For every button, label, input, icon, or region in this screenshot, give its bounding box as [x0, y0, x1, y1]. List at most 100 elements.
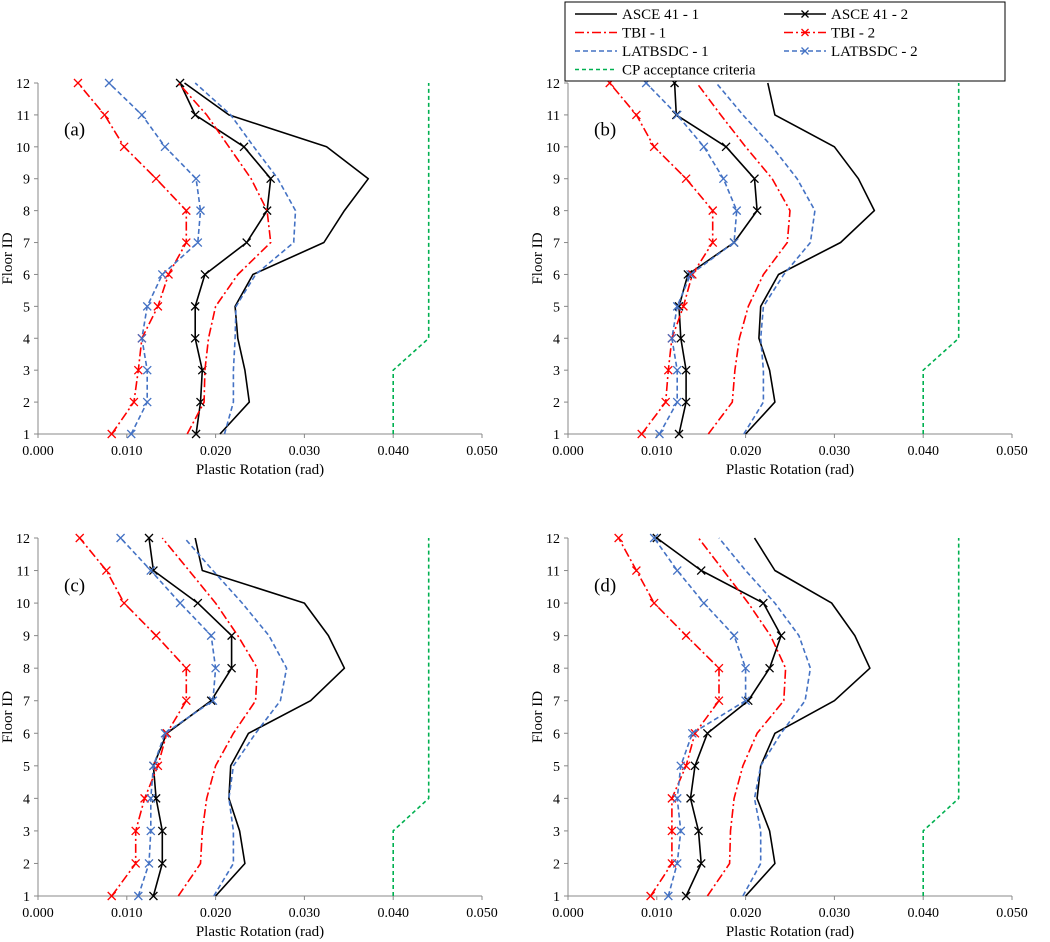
x-axis-title: Plastic Rotation (rad): [726, 462, 854, 478]
y-tick-label: 6: [553, 727, 560, 742]
y-tick-label: 7: [553, 237, 560, 252]
x-tick-label: 0.000: [552, 444, 584, 459]
series-latbsdc-2-point: [686, 269, 696, 279]
series-latbsdc-2-point: [699, 598, 709, 608]
y-tick-label: 1: [553, 428, 560, 443]
y-tick-label: 11: [17, 565, 30, 580]
series-tbi-2-line: [609, 82, 714, 435]
series-latbsdc-2-point: [137, 110, 147, 120]
series-asce-41-2-point: [765, 663, 775, 673]
y-tick-label: 2: [553, 857, 560, 872]
y-tick-label: 11: [547, 109, 560, 124]
series-latbsdc-2-point: [104, 78, 114, 88]
series-tbi-2-point: [151, 174, 161, 184]
y-tick-label: 7: [23, 695, 30, 710]
series-asce-41-2-point: [148, 566, 158, 576]
series-tbi-2-point: [681, 631, 691, 641]
y-tick-label: 5: [23, 300, 30, 315]
series-tbi-2-point: [133, 365, 143, 375]
series-asce-41-2-point: [196, 397, 205, 407]
series-latbsdc-2-point: [146, 793, 156, 803]
y-tick-label: 3: [23, 364, 30, 379]
y-tick-label: 12: [546, 77, 560, 92]
x-tick-label: 0.010: [641, 906, 673, 921]
series-tbi-2-point: [107, 891, 117, 901]
panel-label: (d): [594, 576, 616, 597]
series-asce-41-2-point: [694, 826, 703, 836]
series-asce-41-2-point: [227, 631, 237, 641]
series-latbsdc-2-point: [672, 566, 682, 576]
series-latbsdc-2-point: [144, 858, 154, 868]
series-latbsdc-2-point: [667, 333, 677, 343]
series-latbsdc-2-point: [133, 891, 143, 901]
series-asce-41-2-point: [676, 333, 686, 343]
x-tick-label: 0.050: [466, 906, 498, 921]
series-asce-41-2-point: [681, 365, 691, 375]
series-asce-41-2-point: [157, 858, 167, 868]
legend: ASCE 41 - 1 ASCE 41 - 2 TBI - 1 TBI - 2 LATB…: [564, 1, 1006, 82]
series-latbsdc-2-point: [175, 598, 185, 608]
y-tick-label: 6: [23, 727, 30, 742]
series-latbsdc-2-point: [146, 826, 156, 836]
y-tick-label: 4: [23, 792, 30, 807]
y-tick-label: 3: [553, 825, 560, 840]
y-tick-label: 7: [553, 695, 560, 710]
y-tick-label: 1: [23, 890, 30, 905]
series-asce-41-2-point: [190, 333, 200, 343]
series-asce-41-2-point: [200, 269, 210, 279]
series-tbi-1-line: [161, 537, 259, 897]
series-latbsdc-2-line: [108, 82, 202, 435]
series-latbsdc-2-line: [645, 82, 738, 435]
series-asce-41-2-point: [157, 826, 167, 836]
series-tbi-2-point: [714, 696, 724, 706]
series-latbsdc-2-point: [193, 238, 203, 248]
legend-item-cp-acceptance-criteria-label: CP acceptance criteria: [622, 63, 756, 79]
series-tbi-2-point: [131, 858, 141, 868]
series-asce-41-2-point: [148, 891, 158, 901]
series-asce-41-2-point: [752, 206, 762, 216]
series-latbsdc-2-point: [732, 206, 742, 216]
series-latbsdc-2-point: [676, 826, 686, 836]
series-tbi-2-point: [631, 110, 641, 120]
x-tick-label: 0.040: [907, 906, 939, 921]
series-tbi-2-point: [663, 365, 673, 375]
series-latbsdc-2-point: [208, 696, 218, 706]
series-tbi-2-point: [681, 174, 691, 184]
series-tbi-2-point: [631, 566, 641, 576]
y-tick-label: 4: [553, 792, 560, 807]
series-asce-41-2-point: [686, 793, 696, 803]
series-latbsdc-2-point: [676, 761, 686, 771]
series-asce-41-2-line: [673, 82, 758, 435]
series-asce-41-2-point: [750, 174, 759, 184]
series-asce-41-2-line: [656, 537, 782, 897]
series-latbsdc-2-line: [653, 537, 747, 897]
x-tick-label: 0.020: [730, 906, 762, 921]
series-latbsdc-2-point: [211, 663, 221, 673]
series-asce-41-1-line: [194, 537, 346, 897]
x-tick-label: 0.020: [200, 444, 232, 459]
series-latbsdc-2-point: [649, 533, 659, 543]
x-tick-label: 0.030: [819, 444, 851, 459]
series-asce-41-2-point: [696, 566, 706, 576]
series-latbsdc-2-point: [672, 110, 682, 120]
series-tbi-2-point: [131, 826, 141, 836]
series-tbi-2-point: [100, 110, 110, 120]
series-latbsdc-2-point: [741, 663, 751, 673]
series-tbi-2-point: [181, 663, 191, 673]
x-tick-label: 0.000: [552, 906, 584, 921]
series-latbsdc-2-point: [672, 365, 682, 375]
y-tick-label: 11: [17, 109, 30, 124]
y-tick-label: 11: [547, 565, 560, 580]
series-cp-acceptance-criteria-line: [392, 83, 430, 434]
series-tbi-2-point: [181, 238, 191, 248]
series-latbsdc-2-point: [160, 142, 170, 152]
x-tick-label: 0.020: [200, 906, 232, 921]
series-asce-41-2-point: [674, 429, 684, 439]
series-tbi-2-point: [107, 429, 117, 439]
x-tick-label: 0.050: [466, 444, 498, 459]
series-tbi-1-line: [697, 537, 787, 897]
y-tick-label: 12: [16, 532, 30, 547]
series-tbi-2-point: [667, 826, 677, 836]
